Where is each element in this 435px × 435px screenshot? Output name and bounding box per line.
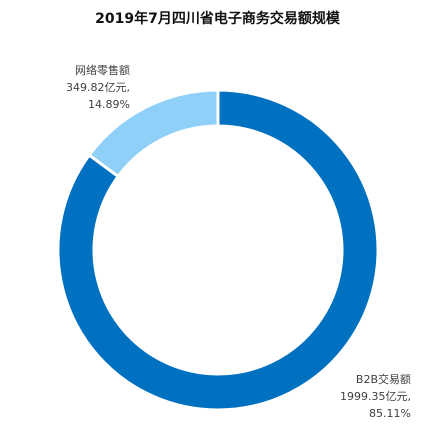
chart-title: 2019年7月四川省电子商务交易额规模 xyxy=(95,11,340,27)
slice-label-b2b: B2B交易额 1999.35亿元, 85.11% xyxy=(340,371,411,422)
donut-slice-1 xyxy=(87,88,220,179)
slice-percent-b2b: 85.11% xyxy=(369,407,411,420)
slice-name-retail: 网络零售额 xyxy=(75,64,130,77)
slice-label-retail: 网络零售额 349.82亿元, 14.89% xyxy=(66,62,130,113)
donut-slice-0 xyxy=(56,88,380,412)
slice-value-b2b: 1999.35亿元, xyxy=(340,390,411,403)
slice-name-b2b: B2B交易额 xyxy=(355,373,411,386)
slice-percent-retail: 14.89% xyxy=(88,98,130,111)
donut-slices xyxy=(56,88,380,412)
slice-value-retail: 349.82亿元, xyxy=(66,81,130,94)
